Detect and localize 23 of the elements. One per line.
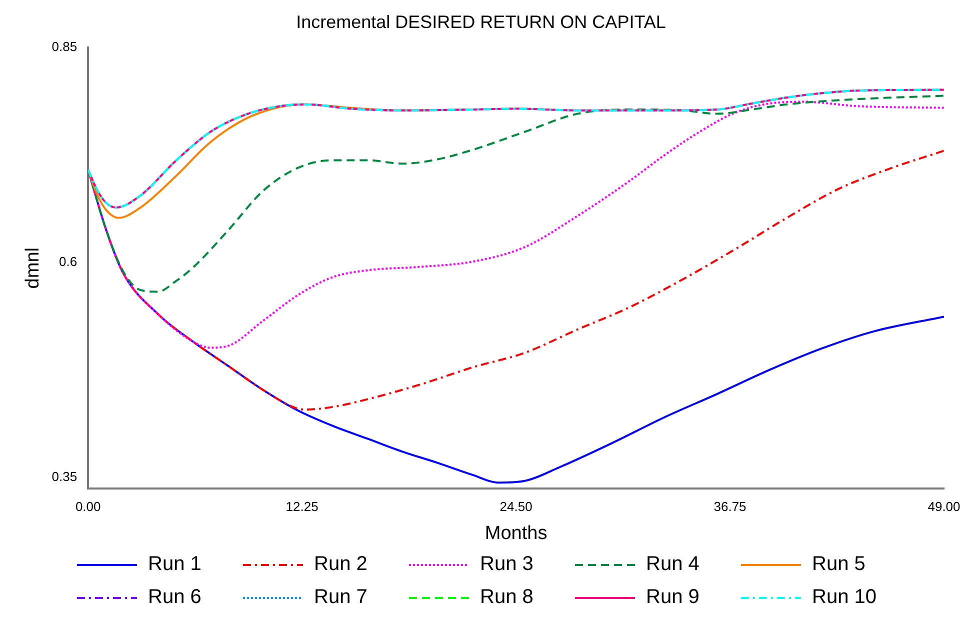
chart-title: Incremental DESIRED RETURN ON CAPITAL [296,12,666,32]
legend-label: Run 3 [480,553,534,576]
x-tick-label: 12.25 [286,498,318,514]
legend-label: Run 9 [646,586,700,609]
legend-label: Run 10 [812,586,876,609]
x-tick-label: 36.75 [714,498,746,514]
legend-label: Run 8 [480,586,534,609]
legend-label: Run 7 [314,586,368,609]
x-tick-label: 0.00 [75,498,101,514]
legend-label: Run 2 [314,553,368,576]
y-tick-label: 0.6 [59,254,78,270]
line-series [88,94,944,293]
line-series [88,100,944,349]
x-tick-label: 49.00 [928,498,960,514]
legend-label: Run 6 [148,586,202,609]
x-axis-title: Months [484,522,548,544]
x-tick-label: 24.50 [500,498,532,514]
legend-label: Run 5 [812,553,866,576]
y-tick-label: 0.35 [52,469,78,484]
legend-label: Run 1 [148,553,202,576]
y-axis-title: dmnl [22,248,44,289]
legend-label: Run 4 [646,553,700,576]
y-tick-label: 0.85 [52,39,78,54]
